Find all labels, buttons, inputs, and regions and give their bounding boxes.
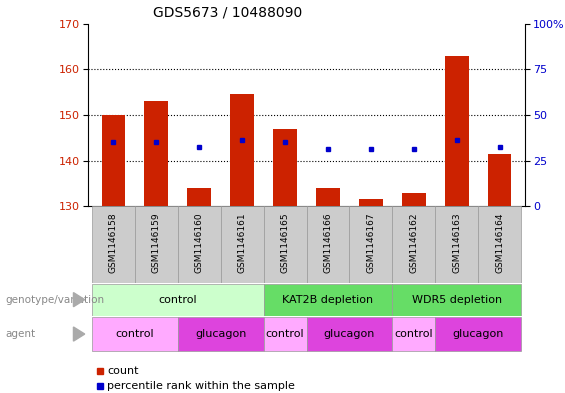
- Bar: [435, 206, 478, 283]
- Bar: [478, 206, 521, 283]
- Text: GSM1146165: GSM1146165: [281, 213, 289, 273]
- Text: WDR5 depletion: WDR5 depletion: [412, 295, 502, 305]
- Bar: [435, 317, 521, 351]
- Text: GSM1146158: GSM1146158: [109, 213, 118, 273]
- Text: GSM1146164: GSM1146164: [495, 213, 504, 273]
- Bar: [178, 317, 264, 351]
- Text: agent: agent: [6, 329, 36, 339]
- Bar: [102, 115, 125, 206]
- Bar: [392, 284, 521, 316]
- Bar: [264, 317, 307, 351]
- Bar: [264, 206, 307, 283]
- Bar: [221, 206, 264, 283]
- Bar: [92, 317, 178, 351]
- Bar: [273, 129, 297, 206]
- Bar: [445, 55, 468, 206]
- Bar: [359, 200, 383, 206]
- Text: percentile rank within the sample: percentile rank within the sample: [107, 381, 295, 391]
- Text: count: count: [107, 366, 139, 376]
- Text: GSM1146163: GSM1146163: [452, 213, 461, 273]
- Bar: [92, 284, 264, 316]
- Text: control: control: [266, 329, 305, 339]
- Text: control: control: [394, 329, 433, 339]
- Bar: [402, 193, 425, 206]
- Text: GSM1146167: GSM1146167: [367, 213, 375, 273]
- Text: control: control: [115, 329, 154, 339]
- Bar: [188, 188, 211, 206]
- Bar: [145, 101, 168, 206]
- Text: KAT2B depletion: KAT2B depletion: [282, 295, 373, 305]
- Text: glucagon: glucagon: [324, 329, 375, 339]
- Text: glucagon: glucagon: [195, 329, 246, 339]
- Bar: [264, 284, 392, 316]
- Bar: [92, 206, 135, 283]
- Bar: [488, 154, 511, 206]
- Text: GSM1146162: GSM1146162: [409, 213, 418, 273]
- Text: GSM1146160: GSM1146160: [195, 213, 204, 273]
- Text: GDS5673 / 10488090: GDS5673 / 10488090: [153, 6, 302, 20]
- Bar: [307, 317, 392, 351]
- Bar: [349, 206, 392, 283]
- Bar: [135, 206, 178, 283]
- Text: control: control: [158, 295, 197, 305]
- Text: glucagon: glucagon: [453, 329, 504, 339]
- Bar: [307, 206, 349, 283]
- Text: GSM1146159: GSM1146159: [152, 213, 161, 273]
- Bar: [392, 317, 435, 351]
- Bar: [178, 206, 221, 283]
- Bar: [231, 94, 254, 206]
- Bar: [392, 206, 435, 283]
- Text: genotype/variation: genotype/variation: [6, 295, 105, 305]
- Bar: [316, 188, 340, 206]
- Text: GSM1146166: GSM1146166: [324, 213, 332, 273]
- Text: GSM1146161: GSM1146161: [238, 213, 246, 273]
